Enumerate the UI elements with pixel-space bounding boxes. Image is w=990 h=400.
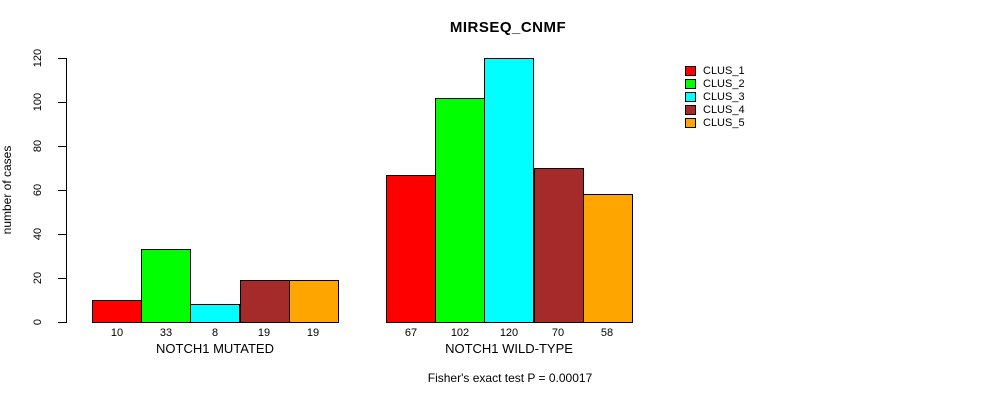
bar-value-label: 70	[551, 327, 565, 339]
legend-swatch	[685, 118, 696, 128]
chart-title: MIRSEQ_CNMF	[449, 19, 567, 36]
bar-value-label: 19	[257, 327, 271, 339]
legend-label: CLUS_1	[703, 65, 745, 77]
legend-label: CLUS_5	[703, 117, 745, 129]
bar	[141, 249, 191, 323]
y-tick	[58, 146, 66, 147]
bar-value-label: 10	[110, 327, 124, 339]
y-tick-label: 40	[32, 227, 44, 241]
bar	[583, 194, 633, 323]
bar	[92, 300, 142, 323]
legend-swatch	[685, 92, 696, 102]
y-tick-label: 80	[32, 139, 44, 153]
legend-item: CLUS_2	[685, 78, 745, 90]
legend-label: CLUS_4	[703, 104, 745, 116]
legend-label: CLUS_2	[703, 78, 745, 90]
bar-value-label: 58	[600, 327, 614, 339]
y-tick	[58, 322, 66, 323]
y-axis-label: number of cases	[0, 145, 14, 235]
y-axis-line	[66, 58, 67, 323]
bar-value-label: 67	[404, 327, 418, 339]
caption: Fisher's exact test P = 0.00017	[427, 371, 593, 385]
y-tick	[58, 190, 66, 191]
bar-value-label: 8	[211, 327, 219, 339]
y-tick	[58, 102, 66, 103]
bar	[240, 280, 290, 323]
bar-value-label: 120	[499, 327, 519, 339]
group-label: NOTCH1 WILD-TYPE	[445, 341, 573, 356]
legend-swatch	[685, 79, 696, 89]
bar	[484, 58, 534, 323]
bar-value-label: 102	[450, 327, 470, 339]
y-tick-label: 100	[32, 92, 44, 112]
y-tick	[58, 58, 66, 59]
y-tick-label: 0	[32, 318, 44, 326]
legend-item: CLUS_5	[685, 117, 745, 129]
legend-item: CLUS_1	[685, 65, 745, 77]
legend-item: CLUS_3	[685, 91, 745, 103]
y-tick	[58, 278, 66, 279]
y-tick-label: 120	[32, 48, 44, 68]
legend-label: CLUS_3	[703, 91, 745, 103]
bar	[190, 304, 240, 323]
bar	[534, 168, 584, 323]
bar	[435, 98, 485, 323]
y-tick	[58, 234, 66, 235]
bar-value-label: 33	[159, 327, 173, 339]
legend-swatch	[685, 105, 696, 115]
y-tick-label: 20	[32, 271, 44, 285]
bar	[386, 175, 436, 323]
legend-swatch	[685, 66, 696, 76]
legend-item: CLUS_4	[685, 104, 745, 116]
bar-value-label: 19	[306, 327, 320, 339]
bar	[289, 280, 339, 323]
y-tick-label: 60	[32, 183, 44, 197]
group-label: NOTCH1 MUTATED	[156, 341, 274, 356]
